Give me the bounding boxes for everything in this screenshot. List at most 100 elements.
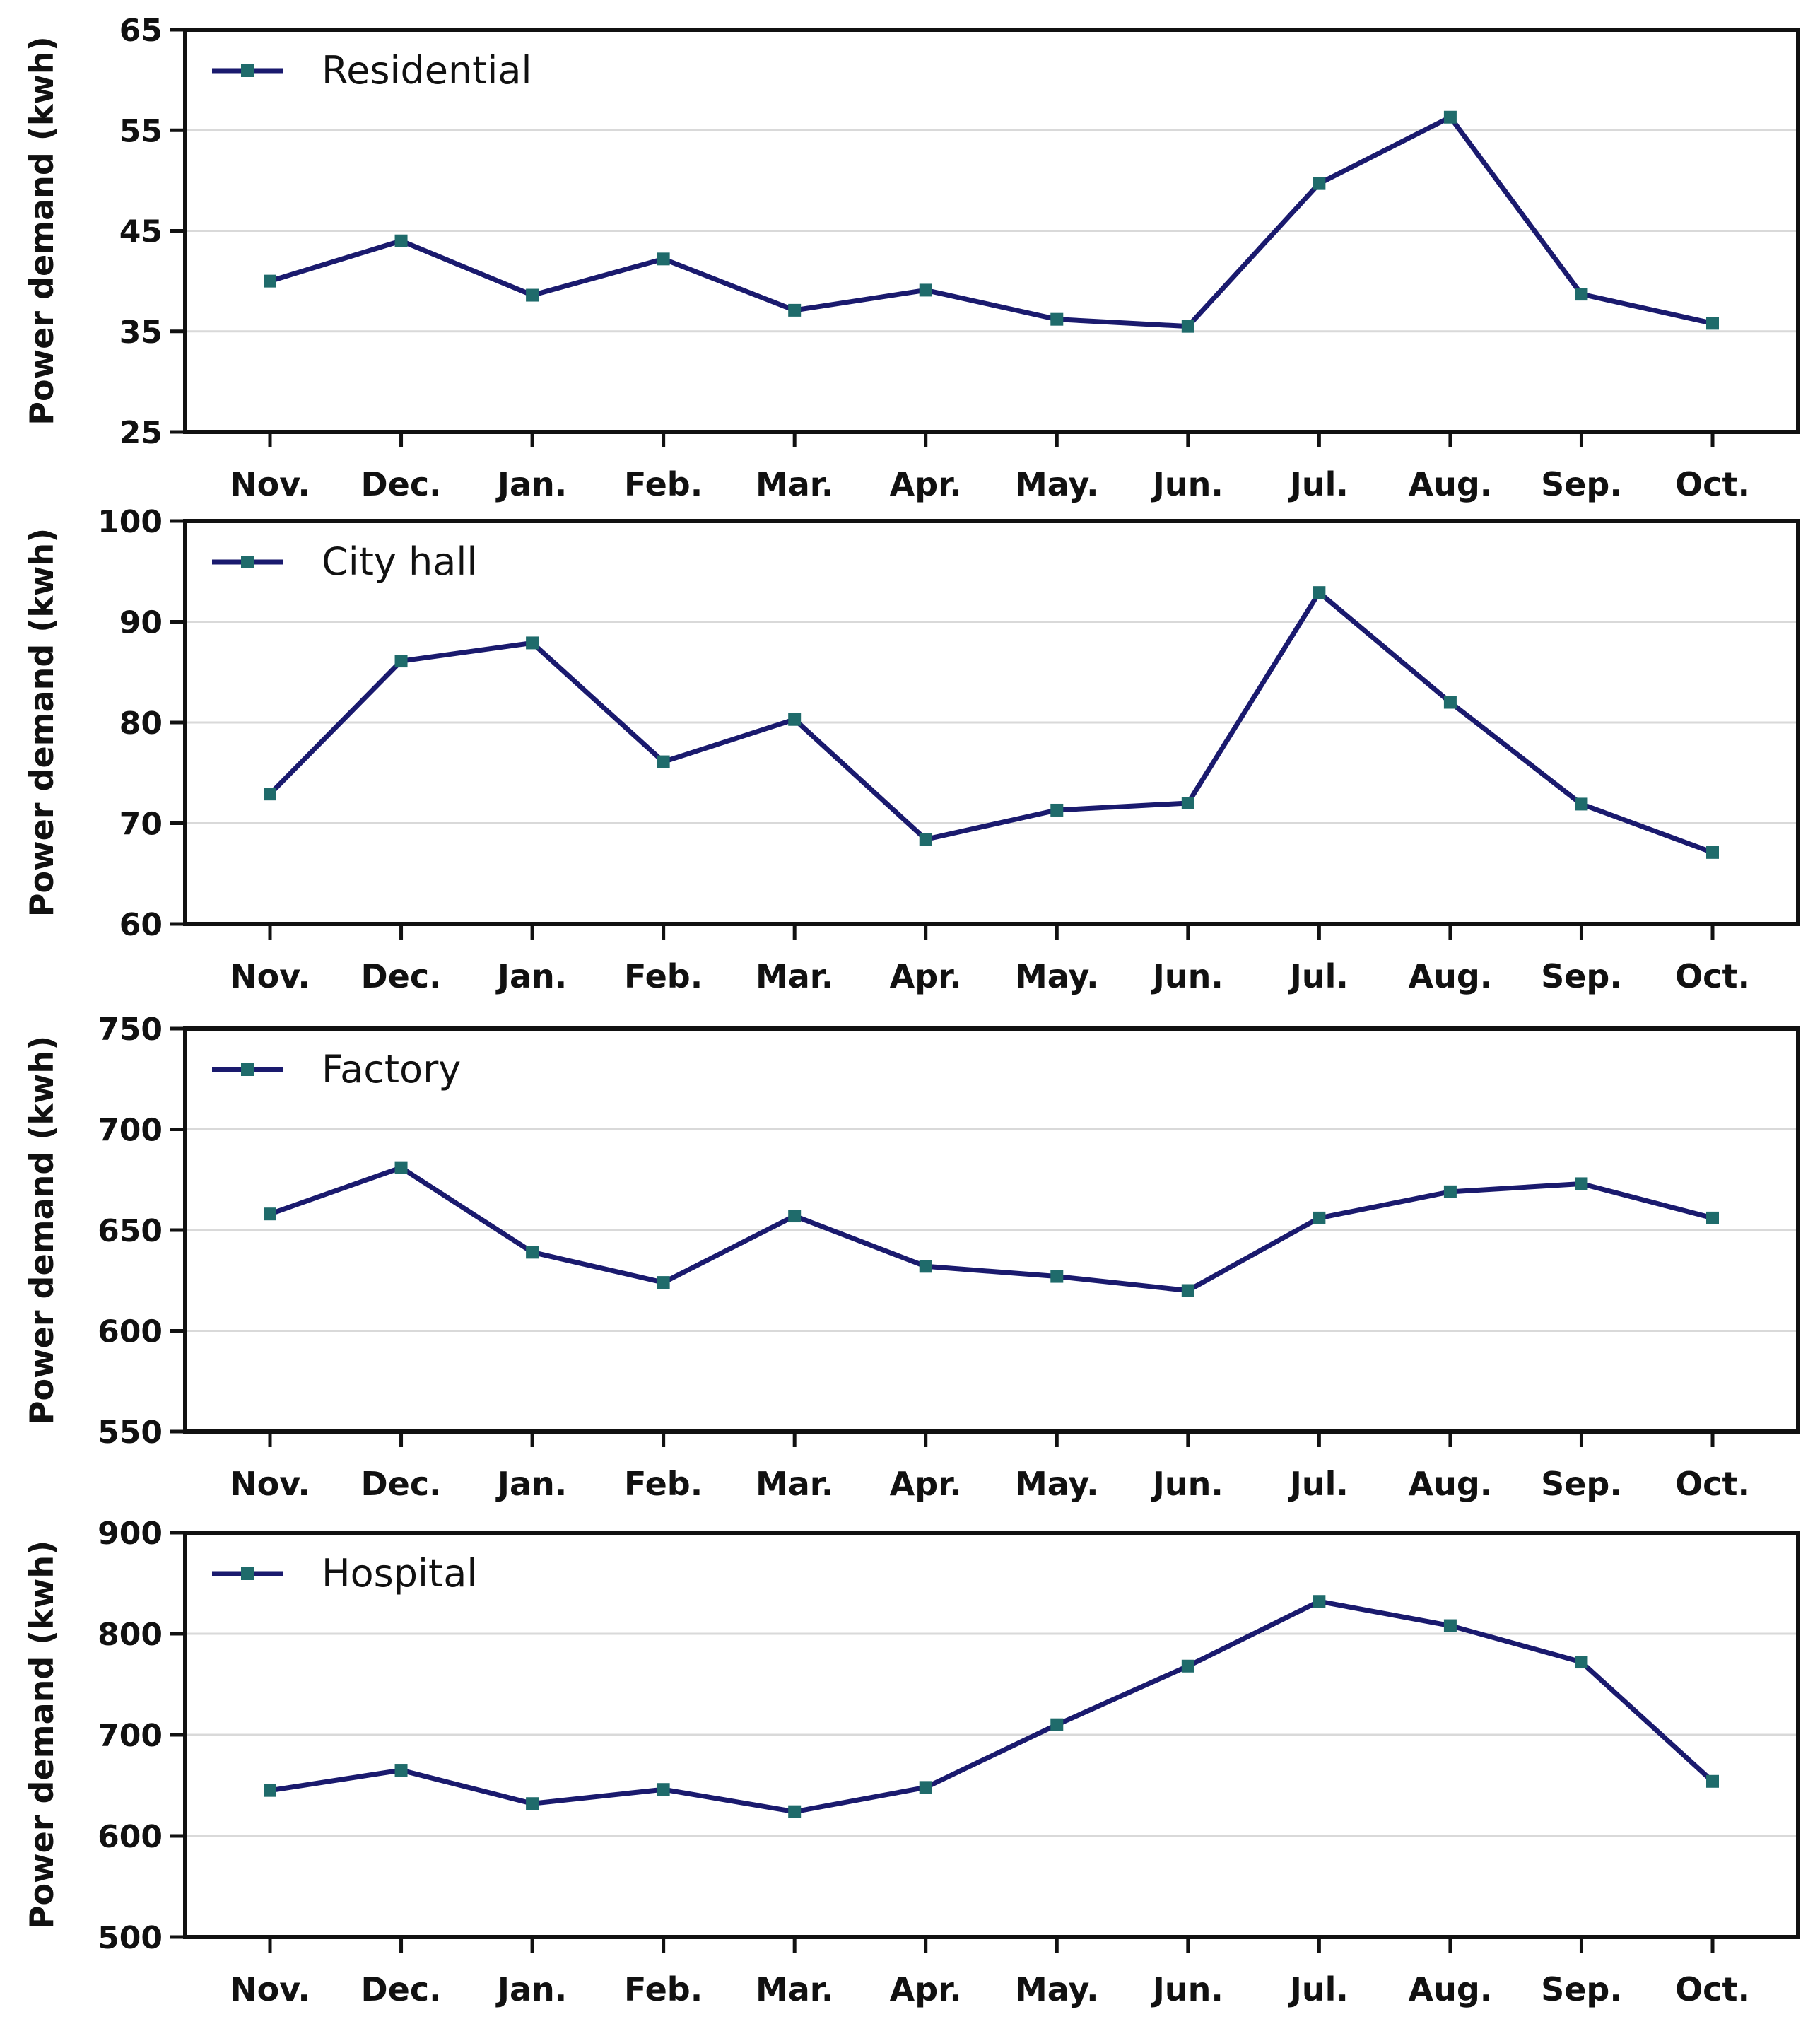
x-tick-label: Oct.: [1675, 1970, 1750, 2008]
x-tick-label: Apr.: [890, 957, 962, 995]
x-tick-label: Jan.: [495, 1465, 567, 1503]
y-axis-title: Power demand (kwh): [23, 528, 61, 917]
data-point: [788, 713, 802, 726]
x-tick-label: Aug.: [1409, 465, 1493, 503]
y-tick-label: 600: [98, 1314, 163, 1350]
data-point: [1706, 317, 1719, 330]
x-tick-label: Oct.: [1675, 1465, 1750, 1503]
x-tick-label: Nov.: [230, 1465, 310, 1503]
y-tick-label: 35: [119, 315, 163, 351]
x-tick-label: Sep.: [1541, 1970, 1622, 2008]
x-tick-label: Aug.: [1409, 1970, 1493, 2008]
x-tick-label: Dec.: [360, 465, 441, 503]
x-tick-label: May.: [1015, 1970, 1099, 2008]
x-tick-label: Feb.: [624, 465, 703, 503]
x-tick-label: Jun.: [1151, 1465, 1223, 1503]
legend-marker: [241, 1063, 254, 1076]
x-tick-label: Jan.: [495, 465, 567, 503]
data-point: [264, 274, 276, 288]
x-tick-label: Mar.: [756, 1970, 833, 2008]
data-point: [919, 833, 932, 846]
chart-panel-1: 25 35 45 55 65 Nov. Dec. Jan. Feb. Mar. Apr. May. Ju…: [23, 13, 1800, 503]
chart-panel-2: 60 70 80 90 100 Nov. Dec. Jan. Feb. Mar. Apr. May. J…: [23, 504, 1800, 995]
y-tick-label: 750: [98, 1012, 163, 1048]
y-tick-label: 700: [98, 1113, 163, 1149]
data-point: [788, 1805, 802, 1818]
data-point: [1181, 1659, 1194, 1673]
x-tick-label: Dec.: [360, 1465, 441, 1503]
data-point: [526, 288, 539, 302]
x-tick-label: May.: [1015, 1465, 1099, 1503]
legend-label: Residential: [322, 48, 532, 93]
y-tick-label: 65: [119, 13, 163, 49]
x-tick-label: Jan.: [495, 1970, 567, 2008]
data-point: [526, 1246, 539, 1259]
data-point: [657, 1783, 670, 1796]
y-tick-label: 800: [98, 1617, 163, 1653]
data-point: [394, 1764, 408, 1777]
y-tick-label: 55: [119, 113, 163, 149]
data-point: [1050, 1718, 1064, 1731]
y-tick-label: 70: [119, 807, 163, 843]
data-point: [788, 1210, 802, 1223]
x-tick-label: Nov.: [230, 957, 310, 995]
data-point: [1050, 1270, 1064, 1283]
data-point: [1575, 1656, 1588, 1669]
data-point: [1575, 797, 1588, 811]
x-tick-label: Mar.: [756, 1465, 833, 1503]
data-point: [394, 234, 408, 247]
data-point: [1443, 696, 1457, 709]
data-point: [919, 1781, 932, 1794]
legend-marker: [241, 556, 254, 568]
x-tick-label: May.: [1015, 465, 1099, 503]
y-tick-label: 600: [98, 1819, 163, 1855]
x-tick-label: Apr.: [890, 465, 962, 503]
chart-panel-3: 550 600 650 700 750 Nov. Dec. Jan. Feb. Mar. Apr. M…: [23, 1012, 1800, 1503]
data-point: [657, 755, 670, 768]
x-tick-label: Jun.: [1151, 465, 1223, 503]
data-point: [657, 1276, 670, 1289]
data-point: [264, 788, 276, 801]
x-tick-label: Apr.: [890, 1465, 962, 1503]
x-tick-label: Sep.: [1541, 465, 1622, 503]
x-tick-label: Nov.: [230, 1970, 310, 2008]
data-point: [394, 1161, 408, 1174]
y-tick-label: 45: [119, 214, 163, 250]
x-tick-label: Feb.: [624, 1970, 703, 2008]
x-tick-label: Oct.: [1675, 465, 1750, 503]
y-tick-label: 500: [98, 1920, 163, 1956]
y-tick-label: 80: [119, 706, 163, 742]
data-point: [657, 252, 670, 266]
legend-label: Factory: [322, 1047, 461, 1092]
x-tick-label: Jul.: [1288, 957, 1349, 995]
y-axis-title: Power demand (kwh): [23, 36, 61, 425]
data-point: [1575, 1177, 1588, 1190]
y-tick-label: 550: [98, 1415, 163, 1451]
data-point: [526, 1797, 539, 1810]
data-point: [1313, 586, 1326, 599]
series-line: [269, 1165, 1713, 1293]
data-point: [788, 303, 802, 317]
x-tick-label: Jul.: [1288, 465, 1349, 503]
x-tick-label: May.: [1015, 957, 1099, 995]
chart-panel-4: 500 600 700 800 900 Nov. Dec. Jan. Feb. Mar. Apr. M…: [23, 1516, 1800, 2008]
y-tick-label: 90: [119, 605, 163, 641]
y-tick-label: 25: [119, 415, 163, 451]
legend-label: Hospital: [322, 1551, 477, 1596]
x-tick-label: Dec.: [360, 957, 441, 995]
data-point: [264, 1784, 276, 1797]
x-tick-label: Jan.: [495, 957, 567, 995]
data-point: [1313, 177, 1326, 190]
y-tick-label: 900: [98, 1516, 163, 1552]
data-point: [1443, 1619, 1457, 1632]
x-tick-label: Nov.: [230, 465, 310, 503]
y-axis-title: Power demand (kwh): [23, 1036, 61, 1424]
y-tick-label: 60: [119, 907, 163, 943]
x-tick-label: Jun.: [1151, 957, 1223, 995]
y-tick-label: 100: [98, 504, 163, 540]
data-point: [1181, 797, 1194, 809]
data-point: [919, 283, 932, 297]
x-tick-label: Jul.: [1288, 1465, 1349, 1503]
x-tick-label: Oct.: [1675, 957, 1750, 995]
legend-label: City hall: [322, 539, 477, 584]
